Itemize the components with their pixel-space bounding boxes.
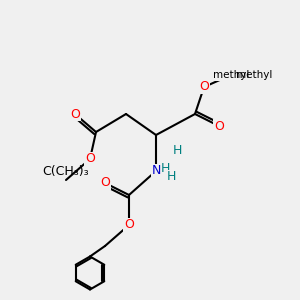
- Text: C(CH₃)₃: C(CH₃)₃: [43, 164, 89, 178]
- Text: H: H: [172, 143, 182, 157]
- Text: O: O: [124, 218, 134, 232]
- Text: O: O: [214, 119, 224, 133]
- Text: H: H: [166, 170, 176, 184]
- Text: O: O: [199, 80, 209, 94]
- Text: methyl: methyl: [236, 70, 272, 80]
- Text: H: H: [160, 161, 170, 175]
- Text: N: N: [151, 164, 161, 178]
- Text: methyl: methyl: [213, 70, 249, 80]
- Text: O: O: [100, 176, 110, 190]
- Text: O: O: [85, 152, 95, 166]
- Text: O: O: [70, 107, 80, 121]
